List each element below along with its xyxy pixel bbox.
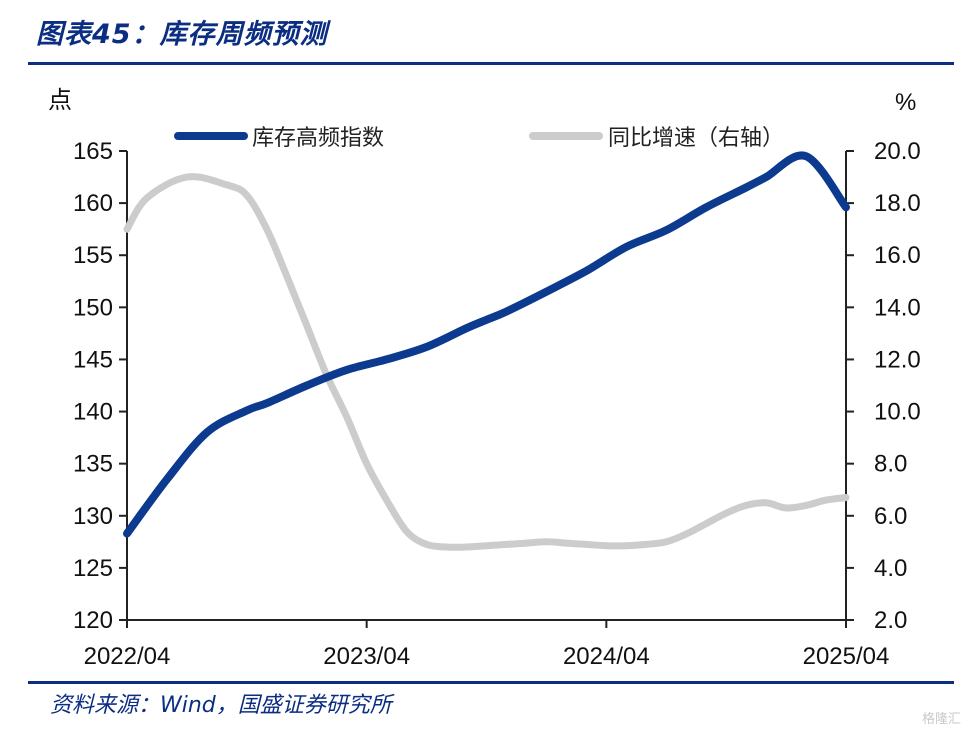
right-tick-label: 14.0 (874, 294, 921, 321)
left-tick-label: 145 (73, 346, 113, 373)
right-tick-label: 6.0 (874, 503, 907, 530)
title-divider (28, 62, 954, 65)
footer-divider (28, 681, 954, 684)
right-tick-label: 20.0 (874, 138, 921, 165)
series-line-index (123, 151, 850, 538)
legend: 库存高频指数 同比增速（右轴） (174, 126, 784, 151)
left-tick-label: 155 (73, 242, 113, 269)
left-tick-label: 140 (73, 399, 113, 426)
left-tick-label: 150 (73, 294, 113, 321)
x-tick-label: 2024/04 (563, 643, 650, 670)
series-layer (123, 151, 850, 551)
axes: 165 160 155 150 145 140 135 130 125 120 20.0 18.0 16… (73, 138, 921, 670)
left-tick-label: 160 (73, 190, 113, 217)
x-tick-label: 2025/04 (803, 643, 890, 670)
right-tick-label: 18.0 (874, 190, 921, 217)
right-axis-unit: % (895, 89, 916, 116)
right-tick-label: 10.0 (874, 399, 921, 426)
right-tick-label: 8.0 (874, 451, 907, 478)
right-tick-label: 2.0 (874, 607, 907, 634)
left-tick-label: 165 (73, 138, 113, 165)
right-tick-label: 12.0 (874, 346, 921, 373)
left-tick-label: 130 (73, 503, 113, 530)
right-tick-label: 16.0 (874, 242, 921, 269)
left-tick-label: 125 (73, 555, 113, 582)
series-line-yoy (123, 173, 850, 551)
chart-title: 图表45：库存周频预测 (36, 19, 328, 50)
left-axis-unit: 点 (48, 87, 72, 114)
left-tick-label: 120 (73, 607, 113, 634)
legend-label-index: 库存高频指数 (252, 126, 384, 151)
legend-label-yoy: 同比增速（右轴） (608, 126, 784, 151)
right-tick-label: 4.0 (874, 555, 907, 582)
left-tick-label: 135 (73, 451, 113, 478)
source-note: 资料来源：Wind，国盛证券研究所 (50, 693, 392, 718)
x-tick-label: 2022/04 (84, 643, 171, 670)
watermark-logo: 格隆汇 (921, 712, 961, 727)
x-tick-label: 2023/04 (323, 643, 410, 670)
